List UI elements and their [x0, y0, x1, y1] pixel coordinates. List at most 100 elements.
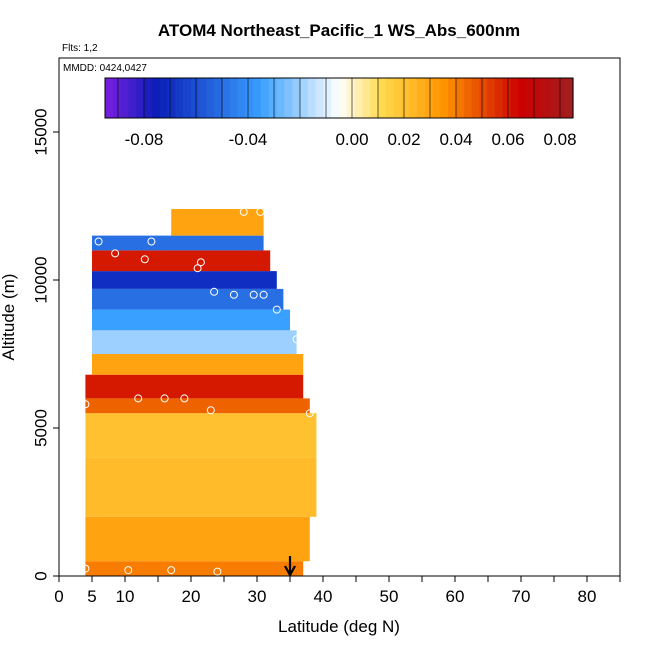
sample-point-17	[196, 258, 205, 267]
colorbar-segment-59	[565, 78, 574, 118]
x-tick-label-6: 50	[380, 587, 399, 606]
colorbar-segment-52	[510, 78, 519, 118]
heatmap-band-6	[92, 354, 304, 375]
colorbar-segment-10	[183, 78, 192, 118]
colorbar-segment-32	[354, 78, 363, 118]
colorbar-segment-57	[549, 78, 558, 118]
heatmap-band-9	[92, 288, 284, 310]
colorbar-segment-21	[268, 78, 278, 118]
colorbar-segment-48	[479, 78, 488, 118]
y-axis: 0 5000 10000 15000	[31, 108, 59, 581]
colorbar-segment-25	[300, 78, 309, 118]
heatmap-band-4	[85, 398, 310, 414]
colorbar-segment-28	[323, 78, 332, 118]
colorbar-segment-39	[409, 78, 418, 118]
sample-point-21	[147, 237, 156, 246]
flights-label: Flts: 1,2	[62, 43, 98, 54]
colorbar-tick-label-0: -0.08	[125, 130, 164, 149]
sample-point-5	[134, 394, 143, 403]
sample-point-0	[81, 564, 90, 573]
heatmap-band-0	[85, 561, 304, 576]
heatmap-band-5	[85, 374, 304, 399]
colorbar-segment-3	[128, 78, 137, 118]
colorbar-segment-30	[339, 78, 348, 118]
colorbar-tick-label-4: 0.04	[439, 130, 472, 149]
x-tick-label-0: 0	[54, 587, 63, 606]
colorbar-tick-label-5: 0.06	[491, 130, 524, 149]
x-tick-label-1: 5	[87, 587, 96, 606]
colorbar-segment-22	[276, 78, 285, 118]
colorbar-segment-18	[245, 78, 254, 118]
sample-point-12	[210, 287, 219, 296]
colorbar-segment-7	[159, 78, 168, 118]
plot-frame	[58, 57, 621, 577]
colorbar-segment-12	[198, 78, 207, 118]
colorbar-segment-0	[105, 78, 114, 118]
colorbar-segment-56	[541, 78, 551, 118]
y-tick-label-0: 0	[31, 571, 50, 580]
heatmap-band-13	[171, 209, 264, 236]
sample-point-1	[124, 566, 133, 575]
colorbar-segment-26	[307, 78, 317, 118]
colorbar-segment-37	[393, 78, 402, 118]
x-tick-label-3: 20	[182, 587, 201, 606]
heatmap-band-11	[92, 250, 271, 272]
colorbar-tick-label-3: 0.02	[387, 130, 420, 149]
colorbar-segment-23	[284, 78, 293, 118]
sample-point-3	[213, 567, 222, 576]
sample-point-4	[81, 400, 90, 409]
sample-point-23	[256, 207, 265, 216]
colorbar-segment-19	[253, 78, 262, 118]
colorbar-segment-44	[448, 78, 457, 118]
colorbar-segment-43	[440, 78, 449, 118]
colorbar-segment-2	[120, 78, 129, 118]
x-tick-label-8: 70	[512, 587, 531, 606]
colorbar-segment-51	[502, 78, 512, 118]
colorbar-segment-31	[346, 78, 356, 118]
x-tick-label-5: 40	[314, 587, 333, 606]
heatmap-band-7	[92, 330, 297, 354]
y-tick-label-3: 15000	[31, 108, 50, 155]
colorbar-segment-4	[136, 78, 145, 118]
colorbar-segment-1	[112, 78, 122, 118]
y-tick-label-1: 5000	[31, 409, 50, 447]
sample-point-16	[193, 264, 202, 273]
colorbar-segment-20	[261, 78, 270, 118]
colorbar-segment-49	[487, 78, 496, 118]
colorbar-tick-label-1: -0.04	[229, 130, 268, 149]
sample-point-18	[140, 255, 149, 264]
y-tick-label-2: 10000	[31, 256, 50, 303]
sample-point-20	[94, 237, 103, 246]
colorbar-segment-36	[385, 78, 395, 118]
heatmap-band-1	[85, 516, 310, 562]
sample-point-22	[239, 207, 248, 216]
x-axis: 0 5 10 20 30 40 50 60 70 80	[54, 576, 621, 606]
colorbar-segment-8	[167, 78, 176, 118]
colorbar-tick-label-2: 0.00	[335, 130, 368, 149]
heatmap-layer	[85, 209, 317, 576]
heatmap-band-2	[85, 457, 317, 517]
sample-points-layer	[81, 207, 314, 576]
marker-arrow-head	[284, 565, 296, 578]
colorbar-segment-29	[331, 78, 340, 118]
colorbar-frame	[104, 77, 574, 119]
colorbar-segment-16	[229, 78, 239, 118]
sample-point-14	[249, 290, 258, 299]
sample-point-11	[272, 305, 281, 314]
colorbar-segment-42	[432, 78, 441, 118]
sample-point-15	[259, 290, 268, 299]
latitude-marker	[284, 556, 296, 578]
colorbar-segment-47	[471, 78, 480, 118]
colorbar-segment-9	[175, 78, 184, 118]
colorbar-segment-14	[214, 78, 223, 118]
colorbar-segment-41	[424, 78, 434, 118]
sample-point-2	[167, 566, 176, 575]
heatmap-band-3	[85, 413, 317, 458]
sample-point-9	[305, 409, 314, 418]
colorbar-segment-34	[370, 78, 379, 118]
colorbar-segment-54	[526, 78, 535, 118]
colorbar-segment-13	[206, 78, 215, 118]
x-axis-label: Latitude (deg N)	[278, 617, 400, 636]
colorbar-segment-50	[495, 78, 504, 118]
